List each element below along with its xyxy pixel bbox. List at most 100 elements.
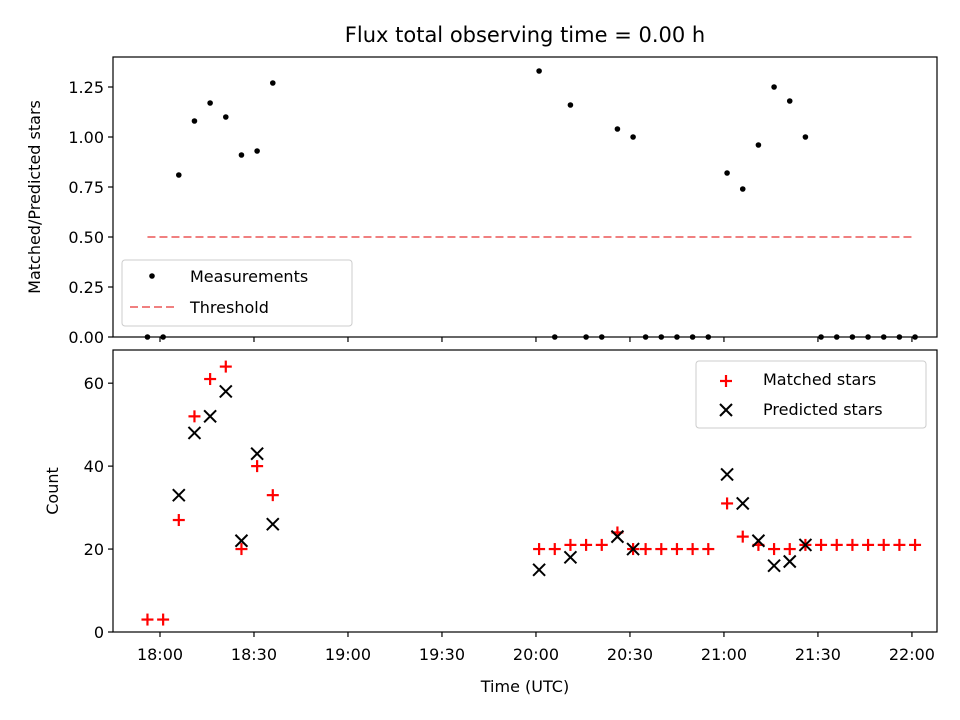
legend-measurements-label: Measurements: [190, 267, 308, 286]
predicted-star-point: [250, 446, 264, 461]
top-y-tick-label: 1.25: [68, 78, 104, 97]
matched-star-point: [909, 538, 922, 551]
predicted-star-point: [767, 558, 781, 573]
bottom-x-tick-label: 21:30: [795, 645, 841, 664]
bottom-chart: 0 20 40 60 18:00 18:30 19:00 19:30 20:00 20:30 21…: [43, 349, 938, 696]
matched-star-point: [564, 538, 577, 551]
measurement-point: [254, 148, 260, 154]
measurement-point: [739, 186, 746, 192]
measurement-point: [567, 102, 574, 108]
matched-star-point: [251, 460, 264, 473]
matched-star-point: [670, 543, 683, 556]
top-y-tick-label: 0.50: [68, 228, 104, 247]
bottom-x-tick-label: 19:30: [419, 645, 465, 664]
top-chart: 0.00 0.25 0.50 0.75 1.00 1.25 Matched/Predict…: [25, 56, 938, 347]
top-y-tick-label: 0.75: [68, 178, 104, 197]
matched-star-point: [580, 538, 593, 551]
predicted-star-point: [751, 534, 766, 548]
matched-star-point: [188, 410, 201, 423]
top-chart-x-ticks: [159, 337, 913, 342]
matched-star-point: [266, 489, 279, 502]
measurement-point: [536, 68, 542, 74]
legend-matched-label: Matched stars: [763, 370, 876, 389]
top-y-tick-label: 0.00: [68, 328, 104, 347]
predicted-star-point: [187, 426, 202, 440]
predicted-star-point: [783, 554, 797, 569]
measurement-point: [786, 98, 793, 104]
matched-star-point: [702, 543, 715, 556]
predicted-star-point: [736, 496, 750, 511]
measurement-point: [771, 84, 777, 90]
matched-star-point: [533, 543, 546, 556]
bottom-chart-data: [141, 360, 922, 626]
measurement-point: [269, 80, 276, 86]
matched-star-point: [595, 538, 608, 551]
matched-star-point: [219, 360, 232, 373]
bottom-legend-box: [695, 360, 927, 429]
matched-star-point: [768, 543, 781, 556]
bottom-chart-frame: [112, 349, 938, 633]
top-y-tick-label: 1.00: [68, 128, 104, 147]
matched-star-point: [686, 543, 699, 556]
bottom-y-tick-label: 0: [94, 623, 104, 642]
predicted-star-point: [234, 534, 249, 548]
top-chart-frame: [112, 56, 938, 338]
predicted-star-point: [532, 563, 546, 577]
predicted-star-point: [563, 550, 578, 565]
predicted-star-point: [798, 538, 813, 552]
matched-star-point: [235, 543, 248, 556]
measurement-point: [755, 142, 762, 148]
top-chart-y-ticks: 0.00 0.25 0.50 0.75 1.00 1.25: [68, 78, 113, 347]
measurement-point: [191, 118, 198, 124]
legend-threshold-label: Threshold: [189, 298, 269, 317]
measurement-point: [175, 172, 182, 178]
legend-matched-marker: [720, 375, 732, 387]
matched-star-point: [172, 514, 185, 527]
matched-star-point: [830, 538, 843, 551]
measurement-point: [614, 126, 621, 132]
bottom-chart-legend: Matched stars Predicted stars: [695, 360, 927, 429]
matched-star-point: [783, 543, 796, 556]
measurement-point: [724, 170, 730, 176]
bottom-x-tick-label: 21:00: [701, 645, 747, 664]
bottom-x-tick-label: 20:00: [513, 645, 559, 664]
bottom-y-tick-label: 40: [84, 457, 104, 476]
predicted-star-point: [172, 488, 186, 502]
matched-star-point: [815, 538, 828, 551]
matched-star-point: [877, 538, 890, 551]
measurement-point: [802, 134, 809, 140]
predicted-star-point: [203, 409, 217, 424]
top-legend-box: [121, 259, 353, 327]
matched-star-point: [736, 530, 749, 543]
bottom-chart-x-ticks: 18:00 18:30 19:00 19:30 20:00 20:30 21:00 21:30…: [137, 632, 935, 664]
measurement-point: [222, 114, 229, 120]
predicted-star-point: [720, 467, 734, 482]
bottom-x-tick-label: 20:30: [607, 645, 653, 664]
matched-star-point: [846, 538, 859, 551]
legend-measurements-marker: [149, 273, 155, 279]
bottom-y-tick-label: 60: [84, 374, 104, 393]
measurement-point: [630, 134, 636, 140]
predicted-star-point: [626, 542, 640, 556]
matched-star-point: [204, 373, 217, 386]
predicted-star-point: [219, 384, 233, 399]
matched-star-point: [157, 613, 170, 626]
measurement-point: [238, 152, 245, 158]
top-chart-y-axis-label: Matched/Predicted stars: [25, 100, 44, 294]
predicted-star-point: [610, 529, 625, 544]
predicted-star-point: [266, 517, 280, 531]
top-y-tick-label: 0.25: [68, 278, 104, 297]
matched-star-point: [141, 613, 154, 626]
legend-predicted-label: Predicted stars: [763, 400, 883, 419]
bottom-x-tick-label: 22:00: [889, 645, 935, 664]
top-chart-title: Flux total observing time = 0.00 h: [345, 23, 705, 47]
top-chart-data: [144, 68, 918, 340]
matched-star-point: [721, 497, 734, 510]
matched-star-point: [655, 543, 668, 556]
legend-predicted-marker: [719, 403, 733, 417]
matched-star-point: [893, 538, 906, 551]
measurement-point: [207, 100, 213, 106]
bottom-y-tick-label: 20: [84, 540, 104, 559]
matched-star-point: [639, 543, 652, 556]
